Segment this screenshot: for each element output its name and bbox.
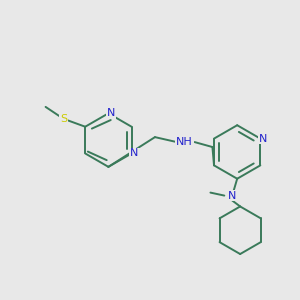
Text: N: N bbox=[259, 134, 268, 144]
Text: N: N bbox=[228, 190, 236, 201]
Text: NH: NH bbox=[176, 137, 193, 147]
Text: S: S bbox=[60, 114, 67, 124]
Text: N: N bbox=[130, 148, 139, 158]
Text: N: N bbox=[107, 108, 116, 118]
